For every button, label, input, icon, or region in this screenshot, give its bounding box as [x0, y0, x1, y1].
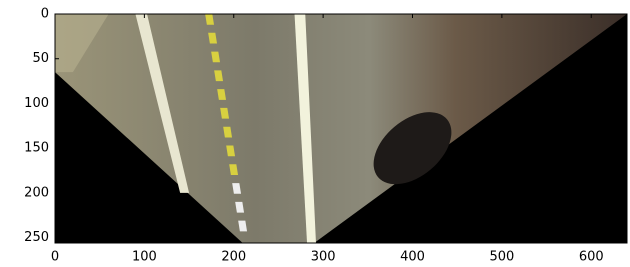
image-area [55, 14, 627, 243]
x-tick-label: 600 [579, 250, 604, 265]
x-tick-label: 0 [51, 250, 59, 265]
x-tick-label: 500 [489, 250, 514, 265]
y-tick-label: 100 [24, 96, 49, 111]
figure: 0 100 200 300 400 500 600 0 50 100 150 200 250 [0, 0, 630, 267]
y-tick-label: 50 [32, 51, 49, 66]
x-tick-label: 300 [311, 250, 336, 265]
x-tick-label: 200 [221, 250, 246, 265]
y-tick-label: 250 [24, 230, 49, 245]
y-tick-label: 150 [24, 141, 49, 156]
y-tick-label: 200 [24, 185, 49, 200]
x-tick-label: 100 [132, 250, 157, 265]
x-tick-label: 400 [400, 250, 425, 265]
y-tick-label: 0 [41, 7, 49, 22]
